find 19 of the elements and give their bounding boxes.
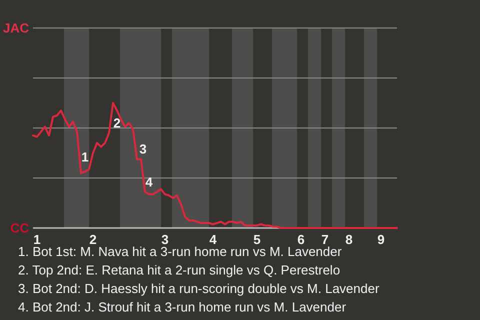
text: CC xyxy=(10,220,30,236)
text: 3. Bot 2nd: D. Haessly hit a run-scoring double vs M. Lavender xyxy=(18,281,380,296)
annotation: 3 xyxy=(139,142,147,157)
annotation: 4 xyxy=(145,174,154,190)
x-tick-label: 6 xyxy=(297,232,305,247)
text: 1. Bot 1st: M. Nava hit a 3-run home run vs M. Lavender xyxy=(18,244,342,259)
text: 4. Bot 2nd: J. Strouf hit a 3-run home run vs M. Lavender xyxy=(18,300,347,314)
x-tick-label: 5 xyxy=(253,232,261,247)
text: 2. Top 2nd: E. Retana hit a 2-run single vs Q. Perestrelo xyxy=(18,262,340,278)
x-tick-label: 8 xyxy=(345,232,353,247)
x-tick-label: 7 xyxy=(321,232,329,247)
x-tick-label: 2 xyxy=(89,232,97,247)
annotation: 2 xyxy=(113,116,121,131)
x-tick-label: 3 xyxy=(161,232,169,247)
annotation: 1 xyxy=(81,150,89,165)
x-tick-label: 1 xyxy=(33,232,41,247)
text: JAC xyxy=(2,20,30,36)
x-tick-label: 4 xyxy=(209,232,218,247)
x-tick-label: 9 xyxy=(377,232,385,247)
